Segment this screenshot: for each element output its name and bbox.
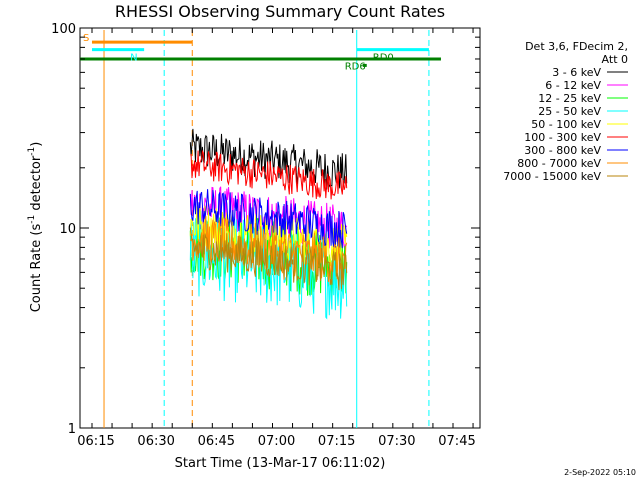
y-tick-label: 1	[68, 422, 76, 437]
x-tick-label: 06:15	[77, 434, 114, 449]
flag-label: S	[83, 33, 89, 44]
legend-label: 7000 - 15000 keV	[503, 170, 601, 183]
y-tick-label: 10	[59, 222, 76, 237]
plot-area: S N RD0 RD6	[79, 27, 481, 429]
rd-label: RD0	[373, 53, 394, 64]
legend-label: 12 - 25 keV	[538, 92, 601, 105]
y-axis-label: Count Rate (s-1 detector-1)	[27, 142, 44, 313]
y-axis-label-prefix: Count Rate (s	[29, 224, 44, 313]
x-tick-label: 07:45	[438, 434, 475, 449]
x-tick-label: 07:00	[258, 434, 295, 449]
timestamp: 2-Sep-2022 05:10	[564, 468, 636, 477]
rd-label: RD6	[345, 61, 366, 72]
series-line	[189, 128, 348, 190]
x-tick-label: 06:45	[198, 434, 235, 449]
y-axis-label-end: )	[29, 142, 44, 147]
x-tick-label: 06:30	[137, 434, 174, 449]
legend-label: 25 - 50 keV	[538, 105, 601, 118]
y-axis-label-suffix: detector	[29, 155, 44, 215]
x-tick-label: 07:15	[318, 434, 355, 449]
y-axis: 1 10 100	[51, 22, 480, 437]
series-line	[189, 227, 348, 291]
flag-label: N	[130, 53, 137, 64]
series-line	[190, 149, 348, 200]
y-axis-label-sup: -1	[27, 215, 37, 224]
y-axis-label-sup-2: -1	[27, 147, 37, 156]
legend-label: 3 - 6 keV	[552, 66, 601, 79]
chart-title: RHESSI Observing Summary Count Rates	[115, 2, 445, 21]
legend-label: 300 - 800 keV	[524, 144, 601, 157]
legend-label: 50 - 100 keV	[531, 118, 601, 131]
x-axis: 06:15 06:30 06:45 07:00 07:15 07:30 07:45	[77, 28, 476, 449]
legend-label: 100 - 300 keV	[524, 131, 601, 144]
legend-header: Det 3,6, FDecim 2,	[525, 40, 628, 53]
x-axis-label: Start Time (13-Mar-17 06:11:02)	[175, 456, 386, 471]
y-tick-label: 100	[51, 22, 76, 37]
legend-header: Att 0	[602, 53, 628, 66]
x-tick-label: 07:30	[378, 434, 415, 449]
legend-label: 800 - 7000 keV	[517, 157, 601, 170]
legend-label: 6 - 12 keV	[545, 79, 601, 92]
